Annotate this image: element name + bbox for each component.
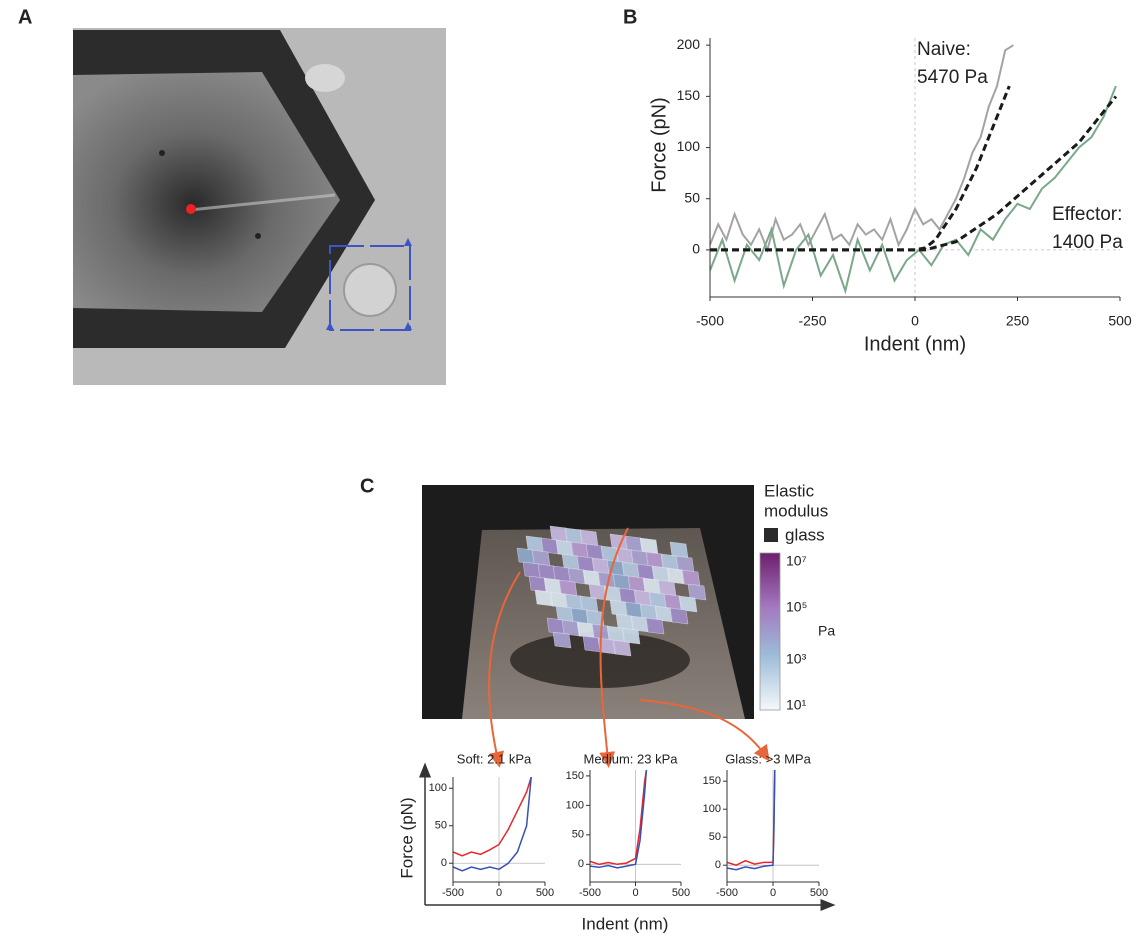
plot: 0 50 100 150 -500 0 500 Glass: >3 MPa [703,751,829,898]
y-axis-label: Force (pN) [648,97,670,193]
surface-patch [646,618,664,634]
x-tick-label: 0 [496,887,502,899]
chart-title: Medium: 23 kPa [584,751,679,766]
y-tick-label: 0 [578,858,584,870]
data-line [727,770,775,870]
x-tick-label: 500 [810,887,828,899]
y-tick-label: 200 [677,36,701,52]
y-tick-label: 0 [692,241,700,257]
data-line [590,770,646,868]
panel-label: A [18,6,32,28]
fit-line [710,96,1116,250]
plot: 0 50 100 150 -500 0 500 Medium: 23 kPa [566,751,691,898]
figure: A B C Elastic modulus glass 10⁷ 10⁵ Pa 1… [0,0,1146,938]
y-tick-label: 100 [703,803,721,815]
x-tick-label: -500 [716,887,738,899]
x-axis-label: Indent (nm) [582,914,669,933]
data-line [453,777,531,871]
colorbar-title: Elastic [764,481,815,500]
surface-patch [613,640,631,656]
y-tick-label: 50 [684,189,700,205]
shared-axes [425,770,828,905]
y-tick-label: 50 [572,829,584,841]
y-axis-label: Force (pN) [397,797,416,878]
y-tick-label: 150 [703,775,721,787]
x-axis-label: Indent (nm) [864,333,966,355]
x-tick-label: 250 [1006,313,1030,329]
surface-patch [670,608,688,624]
x-tick-label: -500 [696,313,724,329]
colorbar-title: modulus [764,501,828,520]
panel-label: B [623,6,637,28]
surface-patch [682,570,700,586]
panel-label: C [360,475,374,497]
annotation: Effector: [1052,204,1122,225]
y-tick-label: 0 [715,859,721,871]
y-tick-label: 50 [435,820,447,832]
x-tick-label: 500 [672,887,690,899]
x-tick-label: 0 [770,887,776,899]
y-tick-label: 100 [429,782,447,794]
x-tick-label: 500 [536,887,554,899]
y-tick-label: 150 [677,87,701,103]
colorbar-tick: 10⁵ [786,599,807,615]
colorbar-unit: Pa [818,623,835,639]
plot: 0 50 100 150 200 -500 -250 0 250 500 Indent (nm) Fo… [648,36,1132,355]
y-tick-label: 150 [566,770,584,782]
x-tick-label: 0 [911,313,919,329]
micrograph [73,28,446,385]
colorbar: Elastic modulus glass 10⁷ 10⁵ Pa 10³ 10¹ [760,481,835,712]
annotation: 5470 Pa [917,67,988,88]
plot: 0 50 100 -500 0 500 Soft: 2.1 kPa [429,751,555,898]
colorbar-tick: 10¹ [786,697,807,713]
data-line [710,86,1116,291]
annotation: Naive: [917,39,971,60]
annotation: 1400 Pa [1052,232,1123,253]
y-tick-label: 100 [677,138,701,154]
y-tick-label: 100 [566,799,584,811]
x-tick-label: -500 [579,887,601,899]
x-tick-label: -250 [798,313,826,329]
surface-patch [553,632,571,648]
x-tick-label: 500 [1108,313,1132,329]
data-line [727,770,775,865]
chart-title: Soft: 2.1 kPa [457,751,532,766]
x-tick-label: 0 [632,887,638,899]
y-tick-label: 50 [709,831,721,843]
chart-title: Glass: >3 MPa [725,751,811,766]
y-tick-label: 0 [441,857,447,869]
x-tick-label: -500 [442,887,464,899]
glass-label: glass [785,525,825,544]
elasticity-map [422,485,754,719]
colorbar-tick: 10⁷ [786,553,807,569]
colorbar-tick: 10³ [786,651,807,667]
